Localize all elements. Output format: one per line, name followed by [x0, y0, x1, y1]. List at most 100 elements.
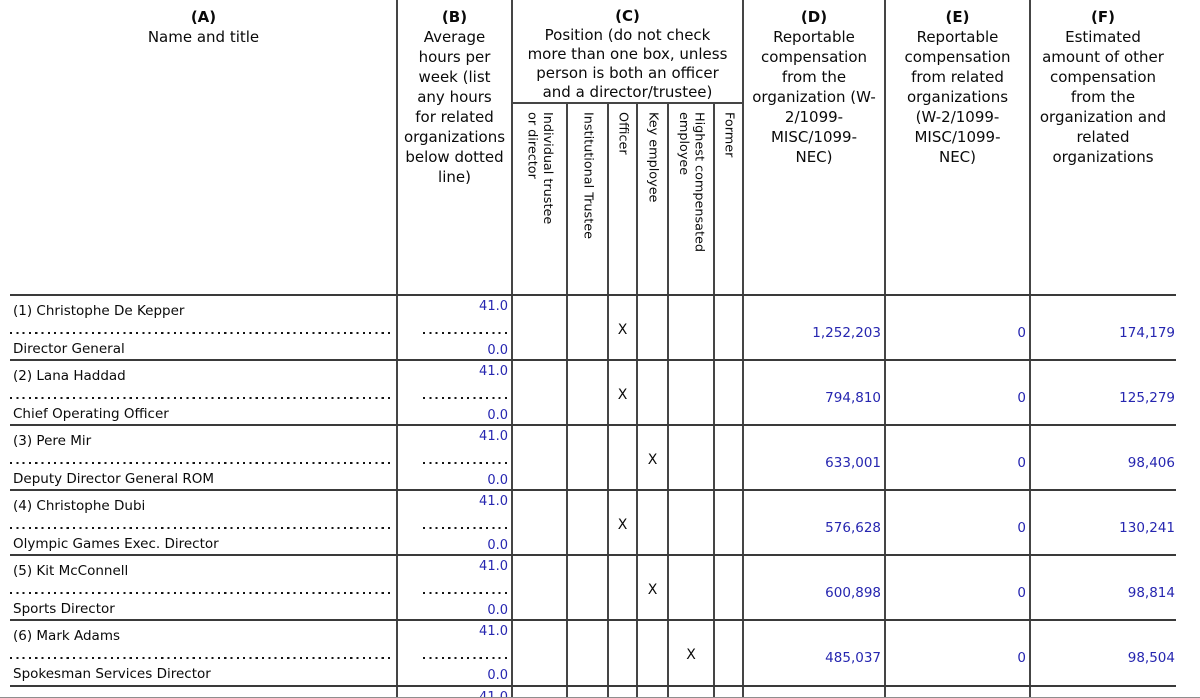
- position-check-cell: [714, 426, 743, 491]
- hours-related-value: 0.0: [487, 473, 508, 488]
- compensation-org-cell: 1,252,203: [812, 324, 881, 341]
- position-check-cell: X: [617, 386, 628, 403]
- column-b-header: (B) Average hours per week (list any hou…: [397, 0, 512, 296]
- hours-related-value: 0.0: [487, 538, 508, 553]
- position-check-cell: [608, 621, 637, 686]
- column-letter: (F): [1091, 8, 1115, 26]
- person-name: (3) Pere Mir: [13, 433, 92, 449]
- compensation-related-cell: 0: [1017, 389, 1026, 406]
- hours-related-value: 0.0: [487, 408, 508, 423]
- subcolumn-highest-compensated: Highest compensated employee: [676, 112, 707, 252]
- subcolumn-institutional-trustee: Institutional Trustee: [580, 112, 596, 239]
- hours-value: 41.0: [479, 429, 508, 444]
- position-check-cell: [637, 296, 668, 361]
- column-c-header: (C) Position (do not check more than one…: [512, 0, 743, 103]
- compensation-related-cell: 0: [1017, 454, 1026, 471]
- hours-cell: 41.0 0.0: [397, 426, 512, 491]
- position-check-cell: [567, 296, 608, 361]
- column-letter: (C): [615, 7, 640, 25]
- position-check-cell: [567, 361, 608, 426]
- hours-related-value: 0.0: [487, 603, 508, 618]
- dotted-separator: [10, 527, 393, 530]
- position-check-cell: [512, 296, 567, 361]
- dotted-separator: [10, 397, 393, 400]
- person-title: Director General: [13, 341, 125, 357]
- other-compensation-cell: 98,406: [1127, 454, 1175, 471]
- position-check-cell: [567, 621, 608, 686]
- column-d-header: (D) Reportable compensation from the org…: [743, 0, 885, 296]
- subcolumn-former: Former: [721, 112, 737, 158]
- position-check-cell: X: [647, 451, 658, 468]
- person-title: Deputy Director General ROM: [13, 471, 215, 487]
- other-compensation-cell: 125,279: [1119, 389, 1175, 406]
- position-check-cell: [512, 426, 567, 491]
- hours-cell: 41.0 0.0: [397, 621, 512, 686]
- hours-value: 41.0: [479, 624, 508, 639]
- position-check-cell: [567, 556, 608, 621]
- compensation-org-cell: 485,037: [825, 649, 881, 666]
- position-check-cell: [668, 361, 714, 426]
- position-check-cell: X: [686, 646, 696, 663]
- table-row-7-name-cell: [0, 686, 397, 698]
- dotted-separator: [423, 592, 508, 595]
- dotted-separator: [423, 397, 508, 400]
- position-check-cell: X: [617, 516, 628, 533]
- person-title: Olympic Games Exec. Director: [13, 536, 219, 552]
- table-row-4-name-cell: (4) Christophe Dubi Olympic Games Exec. …: [0, 491, 397, 556]
- hours-cell: 41.0 0.0: [397, 361, 512, 426]
- table-row-2-name-cell: (2) Lana Haddad Chief Operating Officer: [0, 361, 397, 426]
- position-check-cell: [668, 491, 714, 556]
- position-check-cell: [637, 621, 668, 686]
- person-title: Spokesman Services Director: [13, 666, 211, 682]
- person-name: (6) Mark Adams: [13, 628, 121, 644]
- other-compensation-cell: 98,504: [1127, 649, 1175, 666]
- hours-value: 41.0: [479, 364, 508, 379]
- column-letter: (E): [945, 8, 970, 26]
- other-compensation-cell: 130,241: [1119, 519, 1175, 536]
- person-name: (1) Christophe De Kepper: [13, 303, 185, 319]
- person-name: (2) Lana Haddad: [13, 368, 126, 384]
- subcolumn-individual-trustee: Individual trustee or director: [524, 112, 556, 225]
- position-check-cell: [512, 556, 567, 621]
- hours-related-value: 0.0: [487, 343, 508, 358]
- column-a-header: (A) Name and title: [0, 0, 397, 296]
- hours-cell: 41.0 0.0: [397, 556, 512, 621]
- compensation-org-cell: 576,628: [825, 519, 881, 536]
- hours-cell: 41.0 0.0: [397, 296, 512, 361]
- compensation-related-cell: 0: [1017, 584, 1026, 601]
- hours-value: 41.0: [479, 299, 508, 314]
- hours-value: 41.0: [479, 690, 508, 698]
- column-letter: (D): [800, 8, 828, 26]
- dotted-separator: [423, 657, 508, 660]
- subcolumn-key-employee: Key employee: [645, 112, 661, 203]
- position-check-cell: [608, 556, 637, 621]
- position-check-cell: [567, 491, 608, 556]
- table-row-6-name-cell: (6) Mark Adams Spokesman Services Direct…: [0, 621, 397, 686]
- dotted-separator: [10, 657, 393, 660]
- other-compensation-cell: 98,814: [1127, 584, 1175, 601]
- position-check-cell: [608, 426, 637, 491]
- hours-value: 41.0: [479, 494, 508, 509]
- column-a-title: Name and title: [147, 28, 260, 46]
- position-check-cell: [714, 296, 743, 361]
- table-row-5-name-cell: (5) Kit McConnell Sports Director: [0, 556, 397, 621]
- compensation-org-cell: 633,001: [825, 454, 881, 471]
- position-check-cell: X: [647, 581, 658, 598]
- hours-cell: 41.0 0.0: [397, 491, 512, 556]
- position-check-cell: [668, 426, 714, 491]
- position-check-cell: [714, 621, 743, 686]
- column-letter: (B): [441, 8, 468, 26]
- person-title: Sports Director: [13, 601, 115, 617]
- position-check-cell: [637, 361, 668, 426]
- position-check-cell: [668, 296, 714, 361]
- position-check-cell: [714, 361, 743, 426]
- compensation-related-cell: 0: [1017, 324, 1026, 341]
- column-letter: (A): [190, 8, 217, 26]
- other-compensation-cell: 174,179: [1119, 324, 1175, 341]
- compensation-org-cell: 600,898: [825, 584, 881, 601]
- person-title: Chief Operating Officer: [13, 406, 169, 422]
- subcolumn-officer: Officer: [615, 112, 631, 155]
- dotted-separator: [423, 462, 508, 465]
- column-e-header: (E) Reportable compensation from related…: [885, 0, 1030, 296]
- column-f-header: (F) Estimated amount of other compensati…: [1030, 0, 1200, 296]
